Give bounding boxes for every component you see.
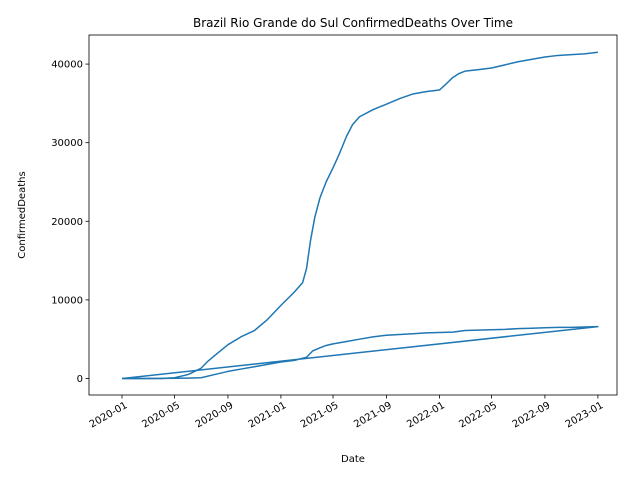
y-axis: 0 10000 20000 30000 40000 — [51, 60, 89, 385]
y-axis-label: ConfirmedDeaths — [17, 171, 28, 258]
chart-title: Brazil Rio Grande do Sul ConfirmedDeaths… — [193, 16, 513, 30]
series-line-2 — [121, 325, 599, 380]
plot-frame — [88, 34, 618, 396]
x-axis-label: Date — [341, 454, 365, 465]
y-tick-label: 0 — [77, 374, 83, 385]
series-line-1 — [122, 51, 598, 380]
y-tick-label: 40000 — [51, 60, 83, 71]
y-tick-label: 20000 — [51, 217, 83, 228]
y-tick-label: 30000 — [51, 138, 83, 149]
series-layer — [121, 51, 599, 380]
y-tick-label: 10000 — [51, 295, 83, 306]
